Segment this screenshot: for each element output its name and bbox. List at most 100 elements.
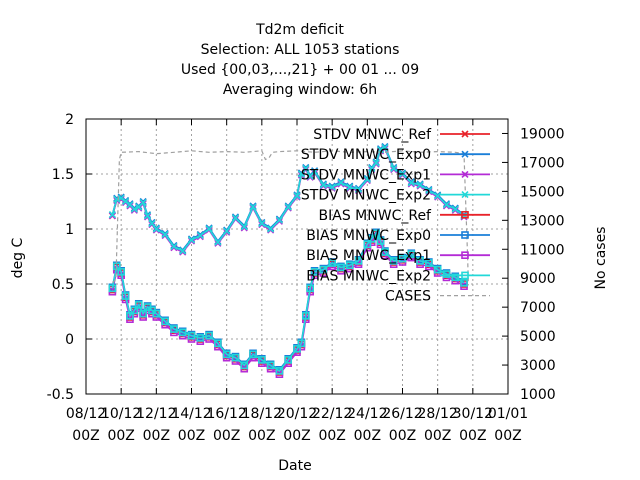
x-tick-label: 10/12: [101, 406, 141, 422]
cross-stroke: [258, 219, 266, 228]
x-tick-label-hour: 00Z: [283, 428, 310, 444]
square-marker: [433, 265, 442, 274]
cross-marker: [187, 236, 196, 244]
y-tick-label: 1: [65, 222, 74, 238]
legend-label: BIAS MNWC_Exp2: [306, 268, 431, 284]
legend-label: STDV MNWC_Exp2: [301, 188, 431, 204]
cross-marker: [231, 214, 240, 222]
series-cases: [112, 150, 469, 286]
cross-marker: [302, 164, 310, 173]
cross-marker: [425, 186, 433, 195]
cross-stroke: [152, 225, 160, 233]
cross-stroke: [442, 201, 451, 209]
cross-marker: [390, 164, 398, 173]
legend-entry: BIAS MNWC_Exp0: [306, 228, 490, 244]
square-marker: [461, 211, 469, 219]
cross-stroke: [398, 170, 407, 178]
series-bias-mnwc-exp2: [108, 229, 468, 375]
cross-stroke: [328, 183, 336, 191]
square-marker: [240, 361, 249, 370]
y2-tick-label: 7000: [520, 300, 556, 316]
cross-stroke: [461, 170, 469, 178]
cross-stroke: [354, 185, 363, 193]
cross-stroke: [311, 168, 319, 176]
square-marker: [372, 229, 380, 238]
cross-stroke: [249, 203, 257, 211]
cross-marker: [130, 205, 138, 213]
square-marker: [187, 331, 196, 340]
square-marker: [126, 312, 134, 320]
cross-stroke: [161, 230, 169, 239]
cross-marker: [461, 191, 469, 199]
cross-marker: [293, 192, 301, 200]
cross-marker: [372, 159, 380, 167]
cross-marker: [461, 170, 469, 178]
legend-entry: CASES: [385, 289, 490, 305]
cross-marker: [407, 179, 415, 187]
square-marker: [310, 268, 319, 276]
cross-stroke: [302, 164, 310, 173]
square-marker: [284, 356, 293, 364]
x-tick-label: 16/12: [206, 406, 246, 422]
cross-marker: [337, 179, 345, 187]
square-marker: [161, 317, 169, 326]
cross-stroke: [461, 191, 469, 199]
cross-stroke: [196, 232, 204, 240]
cross-stroke: [416, 181, 424, 189]
x-tick-label: 08/12: [66, 406, 106, 422]
x-tick-label-hour: 00Z: [248, 428, 275, 444]
chart-title: Td2m deficit Selection: ALL 1053 station…: [181, 22, 419, 98]
square-marker: [416, 257, 424, 265]
y-tick-label: 1.5: [52, 167, 74, 183]
cross-stroke: [346, 183, 354, 191]
y-tick-label: 0: [65, 332, 74, 348]
x-tick-label-hour: 00Z: [354, 428, 381, 444]
cross-stroke: [407, 179, 415, 187]
cross-marker: [284, 203, 292, 211]
square-marker: [425, 259, 433, 267]
square-marker: [461, 271, 469, 280]
square-marker: [345, 261, 354, 270]
square-marker: [231, 353, 240, 362]
legend-entry: STDV MNWC_Exp0: [301, 147, 490, 163]
square-marker: [178, 328, 187, 337]
cross-marker: [346, 183, 354, 191]
x-tick-label: 20/12: [277, 406, 317, 422]
x-tick-label: 18/12: [242, 406, 282, 422]
cross-stroke: [275, 216, 283, 224]
cross-stroke: [187, 236, 196, 244]
x-tick-label: 14/12: [171, 406, 211, 422]
y-tick-label: 0.5: [52, 277, 74, 293]
cross-stroke: [425, 186, 433, 195]
square-marker: [354, 257, 363, 265]
cross-marker: [223, 227, 231, 235]
cross-marker: [205, 225, 213, 233]
legend-label: CASES: [385, 289, 431, 305]
cross-marker: [434, 192, 442, 200]
x-tick-label: 26/12: [382, 406, 422, 422]
cross-marker: [258, 219, 266, 228]
title-line-4: Averaging window: 6h: [223, 82, 377, 98]
axes: 08/1200Z10/1200Z12/1200Z14/1200Z16/1200Z…: [47, 112, 565, 444]
cross-marker: [170, 243, 178, 251]
square-marker: [460, 279, 468, 287]
title-line-3: Used {00,03,...,21} + 00 01 ... 09: [181, 62, 419, 78]
cross-marker: [214, 238, 222, 246]
title-line-2: Selection: ALL 1053 stations: [201, 42, 400, 58]
x-tick-label: 22/12: [312, 406, 352, 422]
cross-marker: [161, 230, 169, 239]
cross-marker: [196, 232, 204, 240]
x-tick-label-hour: 00Z: [318, 428, 345, 444]
cross-stroke: [231, 214, 240, 222]
legend-label: BIAS MNWC_Exp1: [306, 248, 431, 264]
cross-marker: [363, 175, 371, 184]
square-marker: [407, 250, 416, 259]
cross-stroke: [130, 205, 138, 213]
legend-entry: BIAS MNWC_Exp1: [306, 248, 490, 264]
x-tick-label-hour: 00Z: [72, 428, 99, 444]
cross-stroke: [214, 238, 222, 246]
square-marker: [214, 339, 222, 348]
cross-stroke: [205, 225, 213, 233]
x-tick-label: 30/12: [453, 406, 493, 422]
